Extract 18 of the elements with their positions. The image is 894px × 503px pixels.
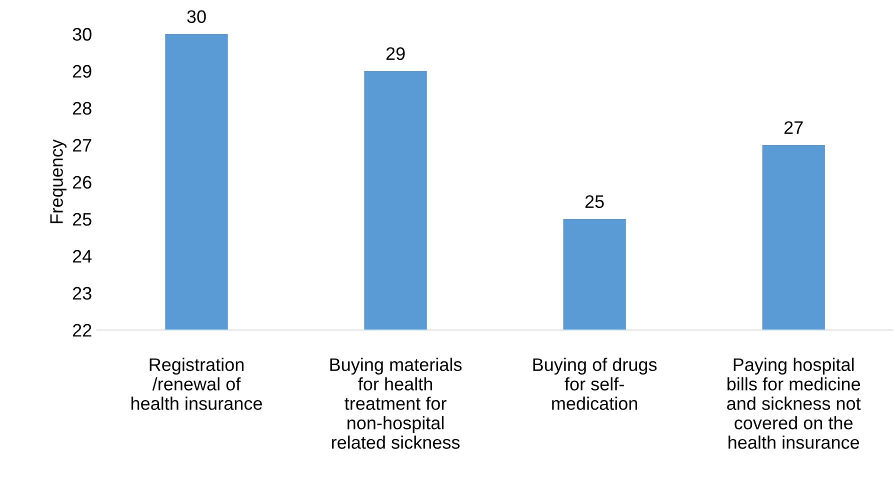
y-tick-label: 23 [72, 286, 92, 300]
y-tick-label: 26 [72, 176, 92, 189]
data-label: 25 [585, 195, 604, 208]
x-tick-label: Buying of drugs for self- medication [533, 358, 657, 410]
y-tick-label: 25 [72, 212, 92, 226]
y-tick-label: 28 [72, 102, 92, 115]
y-tick-label: 27 [72, 138, 92, 152]
data-label: 27 [784, 121, 803, 134]
x-tick-label: Buying materials for health treatment for non-hospital related sickness [330, 358, 462, 449]
y-tick-label: 29 [72, 64, 92, 78]
y-tick-label: 22 [72, 324, 92, 337]
y-tick-label: 30 [72, 28, 92, 41]
data-label: 29 [386, 47, 405, 60]
y-axis-title: Frequency [50, 139, 66, 224]
x-tick-label: Registration /renewal of health insurance [132, 358, 262, 410]
data-label: 30 [187, 10, 206, 24]
y-tick-label: 24 [72, 250, 92, 263]
x-tick-label: Paying hospital bills for medicine and sickness not covered on the health insurance [727, 358, 861, 449]
